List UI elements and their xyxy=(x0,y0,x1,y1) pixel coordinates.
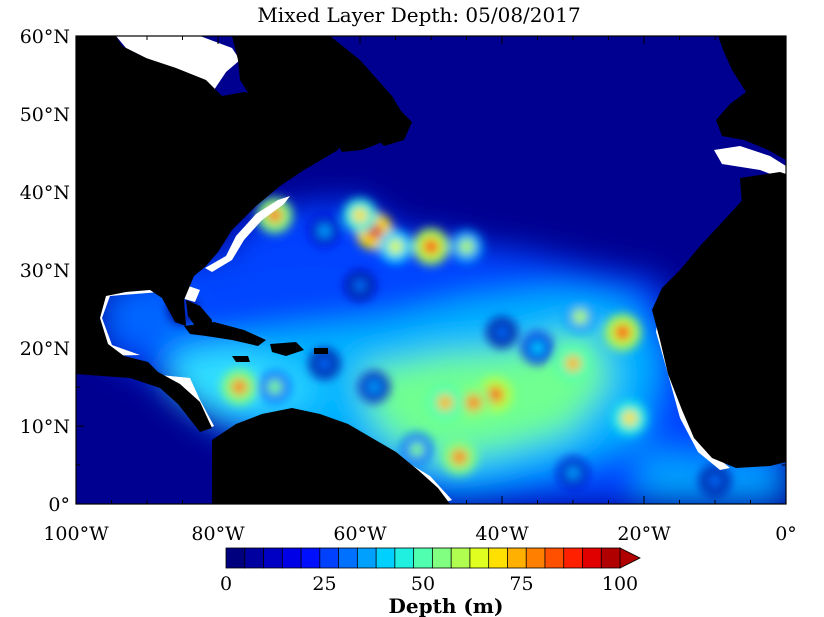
colorbar-swatch-12 xyxy=(450,547,471,569)
colorbar-swatch-17 xyxy=(544,547,565,569)
mld-hotspots xyxy=(168,197,730,496)
missing-data-us-east-coast xyxy=(205,196,290,272)
colorbar-swatch-0 xyxy=(225,547,246,569)
mld-feature-3 xyxy=(451,449,468,466)
missing-data-labrador xyxy=(116,36,240,90)
colorbar-swatch-19 xyxy=(582,547,602,569)
colorbar-swatch-15 xyxy=(507,547,527,569)
mld-feature-7 xyxy=(565,355,581,372)
colorbar-tick-2: 50 xyxy=(411,573,435,595)
lat-label-0: 60°N xyxy=(20,26,70,48)
colorbar-swatch-6 xyxy=(338,547,359,569)
land-jamaica xyxy=(232,356,250,362)
lat-label-4: 20°N xyxy=(20,338,70,360)
colorbar-tick-labels: 0 25 50 75 100 xyxy=(220,573,638,595)
longitude-labels: 100°W 80°W 60°W 40°W 20°W 0° xyxy=(43,523,796,545)
land-africa xyxy=(652,186,786,468)
lon-label-5: 0° xyxy=(775,523,797,545)
lat-label-6: 0° xyxy=(48,494,70,516)
colorbar-swatch-9 xyxy=(394,547,415,569)
mld-feature-6 xyxy=(267,379,283,395)
map-plot-area xyxy=(76,36,786,504)
colorbar-swatch-10 xyxy=(413,547,434,569)
lon-label-4: 20°W xyxy=(617,523,671,545)
colorbar-swatch-2 xyxy=(263,547,283,569)
lon-label-1: 80°W xyxy=(191,523,245,545)
colorbar-swatch-7 xyxy=(356,547,377,569)
land-puerto-rico xyxy=(314,348,328,354)
land xyxy=(76,36,786,504)
mld-feature-8 xyxy=(572,309,588,325)
missing-data-europe-coast xyxy=(714,146,786,180)
land-south-america xyxy=(212,408,450,504)
colorbar-title: Depth (m) xyxy=(389,594,504,617)
mld-feature-10 xyxy=(622,410,638,426)
latitude-labels: 60°N 50°N 40°N 30°N 20°N 10°N 0° xyxy=(20,26,70,516)
mld-feature-15 xyxy=(387,238,404,255)
colorbar-tick-3: 75 xyxy=(509,573,533,595)
colorbar xyxy=(225,547,641,569)
colorbar-swatch-1 xyxy=(244,547,265,569)
colorbar-swatch-18 xyxy=(563,547,584,569)
colorbar-swatch-3 xyxy=(281,547,302,569)
mld-feature-17 xyxy=(317,224,332,238)
mld-feature-16 xyxy=(459,239,474,255)
mld-feature-14 xyxy=(422,238,440,255)
lon-label-2: 60°W xyxy=(333,523,387,545)
lat-label-5: 10°N xyxy=(20,416,70,438)
mld-feature-20 xyxy=(530,341,545,355)
mld-feature-25 xyxy=(317,356,332,371)
mld-feature-5 xyxy=(231,378,248,396)
lon-label-3: 40°W xyxy=(475,523,529,545)
land-labrador-newfoundland xyxy=(232,36,410,152)
colorbar-swatch-14 xyxy=(488,547,509,569)
colorbar-swatch-11 xyxy=(431,547,452,569)
land-iberia xyxy=(740,172,786,218)
colorbar-swatch-8 xyxy=(375,547,396,569)
land-newfoundland-island xyxy=(368,108,412,146)
lat-label-1: 50°N xyxy=(20,104,70,126)
mld-feature-2 xyxy=(437,394,454,411)
mld-feature-24 xyxy=(367,380,381,394)
mld-feature-19 xyxy=(495,325,509,340)
mld-feature-1 xyxy=(465,394,482,411)
colorbar-tick-4: 100 xyxy=(602,573,638,595)
colorbar-overflow-arrow xyxy=(619,547,641,569)
mld-feature-22 xyxy=(708,473,722,488)
lat-label-3: 30°N xyxy=(20,260,70,282)
map-axis-ticks xyxy=(75,35,787,505)
mld-feature-9 xyxy=(614,324,631,341)
colorbar-swatch-20 xyxy=(600,547,621,569)
land-hispaniola xyxy=(270,342,304,356)
mld-feature-23 xyxy=(566,466,580,480)
lat-label-2: 40°N xyxy=(20,182,70,204)
colorbar-tick-1: 25 xyxy=(312,573,336,595)
land-cuba xyxy=(184,322,266,346)
map-title: Mixed Layer Depth: 05/08/2017 xyxy=(257,3,580,27)
land-europe xyxy=(716,36,786,160)
colorbar-tick-0: 0 xyxy=(220,573,232,595)
colorbar-swatch-4 xyxy=(300,547,321,569)
land-north-america xyxy=(76,36,350,432)
mld-feature-12 xyxy=(352,207,368,224)
mld-feature-18 xyxy=(353,278,367,293)
colorbar-swatch-5 xyxy=(319,547,340,569)
colorbar-swatch-16 xyxy=(525,547,546,569)
colorbar-swatch-13 xyxy=(469,547,490,569)
mld-feature-4 xyxy=(409,442,425,457)
lon-label-0: 100°W xyxy=(43,523,109,545)
